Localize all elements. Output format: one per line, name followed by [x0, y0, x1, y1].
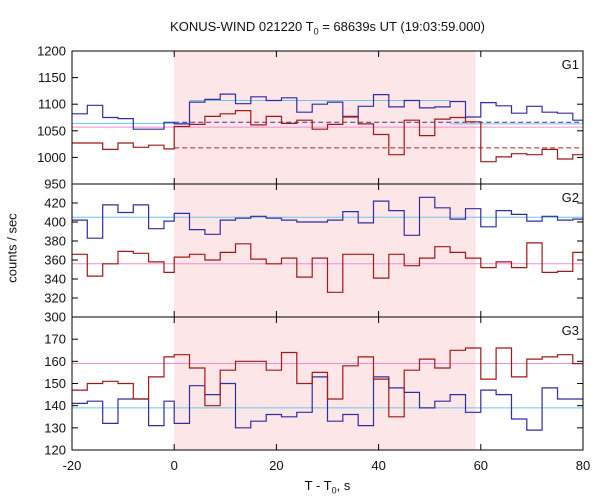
y-tick-label: 120: [44, 443, 66, 458]
y-tick-label: 340: [44, 272, 66, 287]
x-tick-label: 60: [474, 458, 488, 473]
y-tick-label: 150: [44, 376, 66, 391]
x-tick-label: 40: [371, 458, 385, 473]
title-suffix: = 68639s UT (19:03:59.000): [318, 19, 485, 34]
x-tick-label: 20: [269, 458, 283, 473]
y-axis-label: counts / sec: [4, 213, 20, 283]
x-tick-label: 80: [576, 458, 590, 473]
y-tick-label: 400: [44, 215, 66, 230]
xlabel-suffix: , s: [336, 478, 351, 493]
series-line-red: [72, 347, 583, 418]
y-tick-label: 1150: [38, 70, 66, 85]
x-axis-label: T - T0, s: [0, 478, 600, 496]
y-tick-label: 320: [44, 291, 66, 306]
panel-label: G3: [562, 323, 579, 338]
chart-title: KONUS-WIND 021220 T0 = 68639s UT (19:03:…: [0, 19, 600, 37]
series-line-blue: [72, 196, 583, 239]
y-tick-label: 300: [44, 310, 66, 325]
x-tick-label: 0: [171, 458, 178, 473]
y-tick-label: 1050: [37, 123, 66, 138]
x-tick-label: -20: [63, 458, 82, 473]
y-tick-label: 360: [44, 253, 66, 268]
y-tick-label: 170: [44, 332, 66, 347]
y-tick-label: 1100: [38, 97, 66, 112]
y-tick-label: 1000: [37, 150, 66, 165]
panel-g2: 300 320 340 360 380 400 420 G2: [44, 183, 584, 325]
y-tick-label: 950: [44, 177, 66, 192]
panel-label: G2: [562, 190, 579, 205]
y-tick-label: 160: [44, 354, 66, 369]
y-tick-label: 140: [44, 398, 66, 413]
xlabel-prefix: T - T: [304, 478, 332, 493]
series-line-red: [72, 242, 583, 293]
y-tick-label: 420: [44, 196, 66, 211]
title-subscript: 0: [313, 26, 319, 37]
series-line-blue: [72, 93, 583, 130]
y-tick-label: 1200: [37, 44, 66, 59]
panel-g3: 120 130 140 150 160 170 G3: [44, 316, 584, 458]
series-line-red: [72, 110, 583, 163]
title-prefix: KONUS-WIND 021220 T: [170, 19, 314, 34]
highlight-interval: [174, 51, 476, 450]
panel-label: G1: [562, 57, 579, 72]
xlabel-subscript: 0: [331, 485, 337, 496]
y-tick-label: 380: [44, 234, 66, 249]
y-tick-label: 130: [44, 420, 66, 435]
